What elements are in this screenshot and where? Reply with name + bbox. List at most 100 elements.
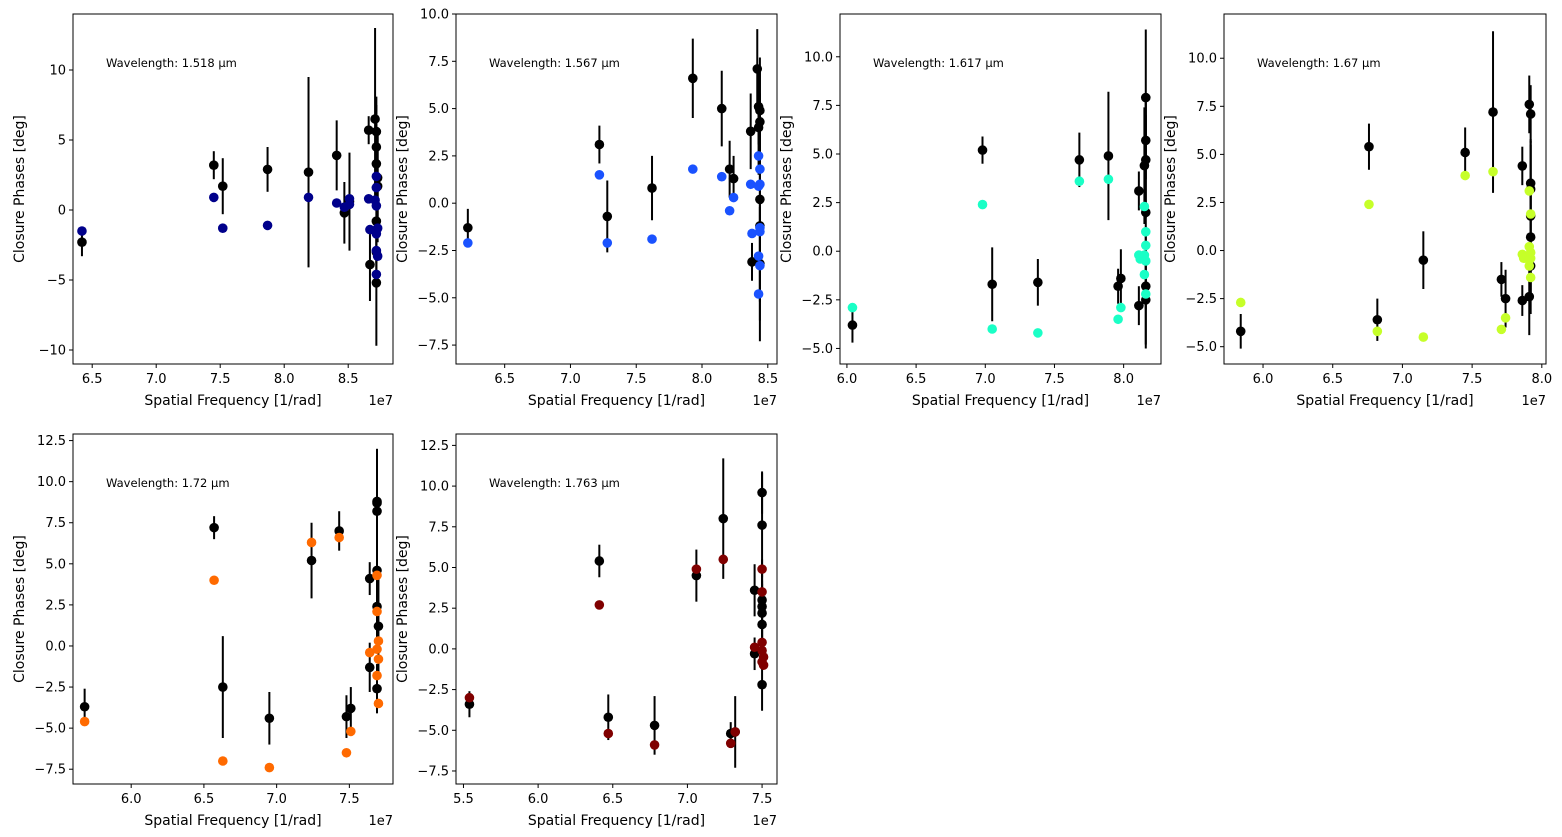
data-point [752,64,763,74]
data-point [847,320,858,330]
x-tick-label: 7.5 [626,372,647,387]
data-point [745,126,756,137]
data-point [1364,141,1374,152]
y-tick-label: 5.0 [428,561,449,576]
x-tick-label: 7.0 [266,792,287,807]
wavelength-annotation: Wavelength: 1.617 μm [873,56,1004,70]
model-point [755,164,765,174]
data-point [647,183,657,193]
y-tick-label: 10.0 [420,8,449,23]
data-point [728,173,739,184]
y-tick-label: 0.0 [428,642,449,657]
model-point [1116,302,1126,313]
y-tick-label: 12.5 [37,434,66,449]
data-point [463,222,473,233]
y-tick-label: 0.0 [45,639,66,654]
model-point [464,692,475,703]
data-point [371,142,382,152]
y-axis-label: Closure Phases [deg] [12,535,28,683]
data-point [977,145,988,155]
model-point [691,564,702,574]
model-point [1140,256,1151,266]
x-tick-label: 8.0 [1113,372,1134,387]
data-point [757,619,767,630]
model-point [718,554,729,565]
y-tick-label: −5.0 [1185,340,1217,355]
y-tick-label: −5.0 [417,291,449,306]
model-point [1140,289,1151,299]
data-point [1488,107,1498,117]
wavelength-annotation: Wavelength: 1.67 μm [1257,56,1381,70]
data-point [365,259,375,270]
subplot-3: 6.0 6.5 7.0 7.5 8.0 −5.0 −2.5 0.0 2.5 5.0 7.5 10.0 S… [779,13,1162,409]
x-offset-label: 1e7 [368,814,393,829]
y-tick-label: −10 [39,344,66,359]
data-point [218,682,228,692]
x-tick-label: 6.0 [837,372,858,387]
model-point [1113,314,1123,325]
data-point [371,126,382,137]
x-axis-label: Spatial Frequency [1/rad] [144,813,321,829]
model-point [1033,328,1043,338]
wavelength-annotation: Wavelength: 1.518 μm [106,56,237,70]
model-point [749,642,760,653]
model-point [331,198,342,208]
model-point [728,192,739,203]
model-point [1139,201,1150,212]
model-point [372,606,382,617]
model-point [753,251,764,261]
data-point [1140,135,1151,146]
data-point [602,211,613,222]
data-point [716,103,727,114]
model-point [725,738,736,749]
x-offset-label: 1e7 [752,394,777,409]
model-point [1235,297,1246,308]
data-point [371,159,382,169]
y-tick-label: −7.5 [417,339,449,354]
data-point [1418,255,1429,265]
x-tick-label: 8.0 [1531,372,1552,387]
wavelength-annotation: Wavelength: 1.72 μm [106,476,230,490]
model-point [371,269,382,280]
data-point [1524,99,1535,110]
x-tick-label: 6.5 [602,792,623,807]
x-tick-label: 7.5 [752,792,773,807]
model-point [649,740,660,750]
model-point [334,532,344,543]
model-point [209,192,219,203]
x-tick-label: 6.0 [528,792,549,807]
y-tick-label: 12.5 [420,439,449,454]
model-point [1460,170,1470,181]
data-point [757,487,767,498]
y-tick-label: 7.5 [812,99,833,114]
y-axis-label: Closure Phases [deg] [395,535,411,683]
x-tick-label: 7.5 [1044,372,1065,387]
data-point [1113,281,1123,292]
x-offset-label: 1e7 [752,814,777,829]
y-tick-label: −7.5 [417,764,449,779]
data-point [262,164,273,175]
y-tick-label: −2.5 [1185,292,1217,307]
x-tick-label: 7.0 [560,372,581,387]
model-point [341,747,352,758]
model-point [371,229,382,239]
y-tick-label: −2.5 [417,683,449,698]
data-point [987,279,997,290]
x-tick-label: 6.5 [1322,372,1343,387]
y-tick-label: 5 [58,134,66,149]
model-point [1103,174,1114,185]
model-point [373,654,384,664]
data-point [757,679,767,690]
data-point [373,621,384,632]
x-axis-label: Spatial Frequency [1/rad] [144,393,321,409]
data-point [1139,160,1150,171]
y-tick-label: 2.5 [428,149,449,164]
y-axis-label: Closure Phases [deg] [1163,115,1179,263]
x-axis-label: Spatial Frequency [1/rad] [528,393,705,409]
model-point [373,636,384,646]
y-tick-label: 7.5 [428,55,449,70]
data-point [1524,291,1535,302]
x-tick-label: 7.0 [1392,372,1413,387]
data-point [1140,281,1151,292]
model-point [463,238,473,248]
